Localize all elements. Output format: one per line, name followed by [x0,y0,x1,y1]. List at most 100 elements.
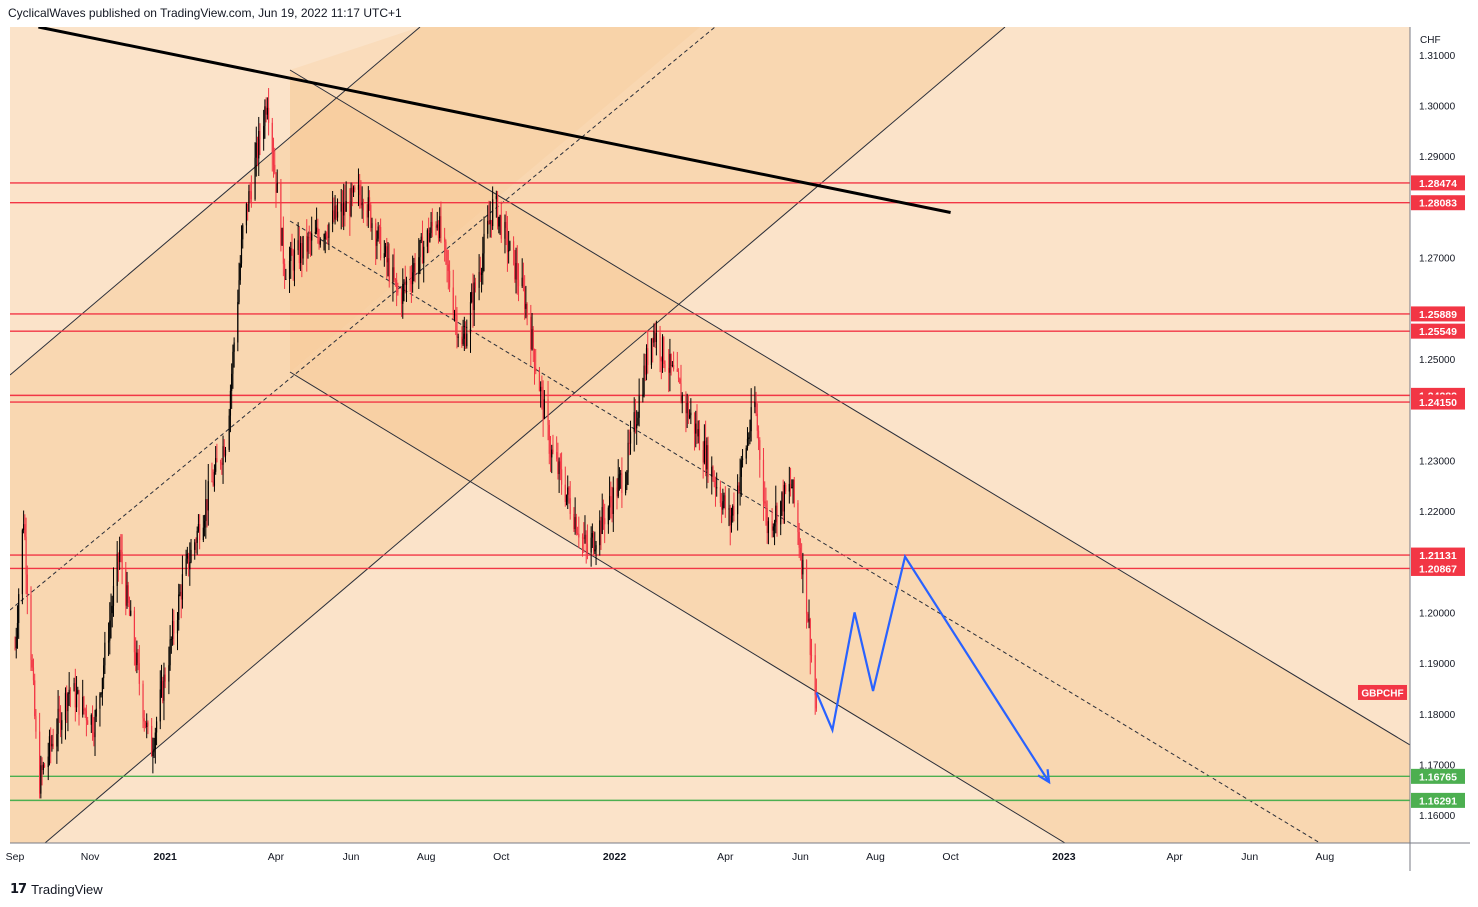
candle-body [274,164,276,173]
candle-body [556,452,558,459]
candle-body [302,235,304,259]
x-tick-label: 2021 [154,851,178,863]
candle-body [716,487,718,489]
candle-body [308,236,310,238]
candle-body [526,303,528,317]
candle-body [628,442,630,444]
candle-body [297,240,299,251]
candle-body [565,494,568,502]
horizontal-levels [10,182,1410,802]
candle-body [461,336,463,345]
candle-body [581,537,584,539]
candle-body [464,333,467,347]
candle-body [515,262,517,280]
candle-body [128,602,131,616]
candle-body [248,191,250,212]
candle-body [505,221,507,228]
candle-body [387,258,389,263]
candle-body [90,715,92,725]
candle-body [466,333,468,347]
candle-body [77,690,79,694]
candle-body [645,348,648,375]
candle-body [16,623,19,637]
candle-body [636,424,638,429]
candle-body [42,764,44,771]
candle-body [618,474,621,478]
candle-body [212,481,214,486]
candle-body [100,693,102,695]
candle-body [386,246,388,263]
y-tick-label: 1.17000 [1419,760,1456,771]
candle-body [610,496,612,503]
candle-body [194,542,196,550]
y-tick-label: 1.30000 [1419,102,1456,113]
candle-body [64,692,67,721]
candle-body [32,667,35,681]
candle-body [405,280,408,285]
candle-body [750,407,752,432]
candle-body [104,642,106,666]
candle-body [362,202,364,211]
projection-arrowhead [1037,769,1051,785]
axes: CHF 1.31000 1.30000 1.29000 1.27000 1.25000 1.… [6,27,1470,871]
candle-body [215,458,217,472]
x-tick-label: Oct [942,851,958,863]
candle-body [426,230,429,247]
candle-body [713,480,715,482]
candle-body [637,417,639,425]
candle-body [127,585,129,603]
candle-body [14,647,16,649]
candle-body [216,458,218,463]
candle-body [271,122,273,153]
candle-body [721,503,723,510]
candle-body [525,303,527,309]
falling-channel-fill [290,70,1410,843]
x-tick-label: Apr [268,851,285,863]
candle-body [169,639,171,666]
candle-body [730,515,733,526]
candle-body [512,241,515,251]
candle-body [94,716,96,738]
candle-body [799,547,802,556]
candle-body [231,373,233,391]
level-badge [1411,306,1465,322]
candle-body [711,466,713,477]
candle-body [595,545,597,550]
candle-body [487,220,489,234]
candle-body [575,517,577,534]
candle-body [608,496,611,508]
candle-body [788,483,790,492]
candle-body [255,142,257,158]
candle-body [549,453,552,458]
candle-body [498,216,500,227]
candle-body [542,390,544,419]
candle-body [254,157,256,200]
candle-body [478,271,480,288]
candle-body [223,446,225,456]
candle-body [325,232,328,237]
candle-body [206,499,208,511]
candle-body [773,522,776,527]
candle-body [168,665,170,682]
candle-body [291,248,293,256]
candle-body [418,257,420,275]
candle-body [748,437,750,439]
candle-body [516,262,518,280]
candle-body [781,492,783,502]
candle-body [548,424,550,454]
candle-body [660,357,662,362]
candle-body [780,501,782,525]
candle-body [567,487,569,495]
candle-body [195,542,197,544]
candle-body [741,458,744,461]
candle-body [300,243,302,264]
candle-body [541,386,543,391]
candle-body [444,237,446,242]
candle-body [681,395,683,404]
candle-body [420,236,422,241]
candle-body [314,231,316,234]
candle-body [664,364,666,368]
candle-body [578,533,580,538]
candle-body [531,329,533,350]
